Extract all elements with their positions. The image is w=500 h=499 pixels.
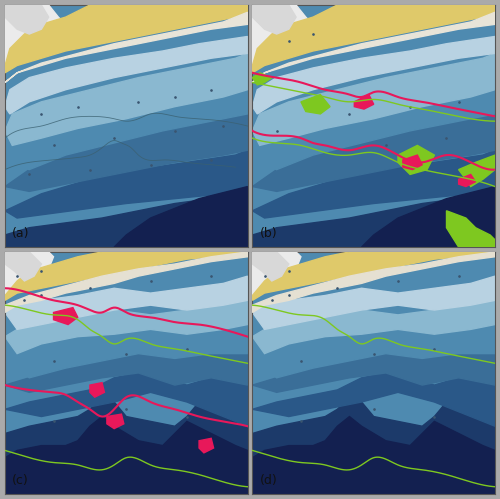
Polygon shape xyxy=(354,95,374,109)
Polygon shape xyxy=(5,114,248,192)
Polygon shape xyxy=(252,252,301,295)
Polygon shape xyxy=(252,5,296,34)
Polygon shape xyxy=(252,417,495,494)
Polygon shape xyxy=(5,397,248,494)
Polygon shape xyxy=(5,12,248,82)
Polygon shape xyxy=(252,5,313,65)
Polygon shape xyxy=(114,187,248,247)
Polygon shape xyxy=(252,114,495,192)
Polygon shape xyxy=(5,300,248,354)
Polygon shape xyxy=(252,150,495,218)
Polygon shape xyxy=(5,252,248,300)
Polygon shape xyxy=(252,12,495,82)
Polygon shape xyxy=(5,417,248,494)
Polygon shape xyxy=(5,187,248,247)
Polygon shape xyxy=(90,383,104,397)
Polygon shape xyxy=(252,90,495,170)
Polygon shape xyxy=(5,90,248,170)
Polygon shape xyxy=(252,36,495,114)
Polygon shape xyxy=(5,53,248,145)
Polygon shape xyxy=(5,36,248,114)
Polygon shape xyxy=(252,252,289,281)
Polygon shape xyxy=(5,373,248,426)
Polygon shape xyxy=(107,414,124,429)
Polygon shape xyxy=(252,354,495,392)
Polygon shape xyxy=(252,276,495,329)
Polygon shape xyxy=(252,73,272,85)
Polygon shape xyxy=(398,145,434,175)
Polygon shape xyxy=(403,155,422,170)
Polygon shape xyxy=(5,252,42,281)
Polygon shape xyxy=(252,397,495,494)
Text: (a): (a) xyxy=(12,227,30,240)
Polygon shape xyxy=(5,252,54,295)
Polygon shape xyxy=(458,175,475,187)
Polygon shape xyxy=(252,53,495,145)
Polygon shape xyxy=(252,252,495,300)
Polygon shape xyxy=(252,5,495,73)
Polygon shape xyxy=(5,5,66,65)
Polygon shape xyxy=(301,95,330,114)
Polygon shape xyxy=(362,187,495,247)
Polygon shape xyxy=(54,307,78,324)
Polygon shape xyxy=(5,5,248,73)
Polygon shape xyxy=(5,252,248,312)
Polygon shape xyxy=(5,150,248,218)
Polygon shape xyxy=(5,276,248,329)
Text: (b): (b) xyxy=(260,227,278,240)
Polygon shape xyxy=(5,324,248,378)
Polygon shape xyxy=(252,324,495,378)
Polygon shape xyxy=(5,354,248,392)
Polygon shape xyxy=(446,211,495,247)
Polygon shape xyxy=(458,155,495,187)
Polygon shape xyxy=(252,373,495,426)
Text: (d): (d) xyxy=(260,474,278,487)
Polygon shape xyxy=(199,438,214,453)
Text: (c): (c) xyxy=(12,474,29,487)
Polygon shape xyxy=(252,187,495,247)
Polygon shape xyxy=(252,252,495,312)
Polygon shape xyxy=(252,300,495,354)
Polygon shape xyxy=(5,5,49,34)
